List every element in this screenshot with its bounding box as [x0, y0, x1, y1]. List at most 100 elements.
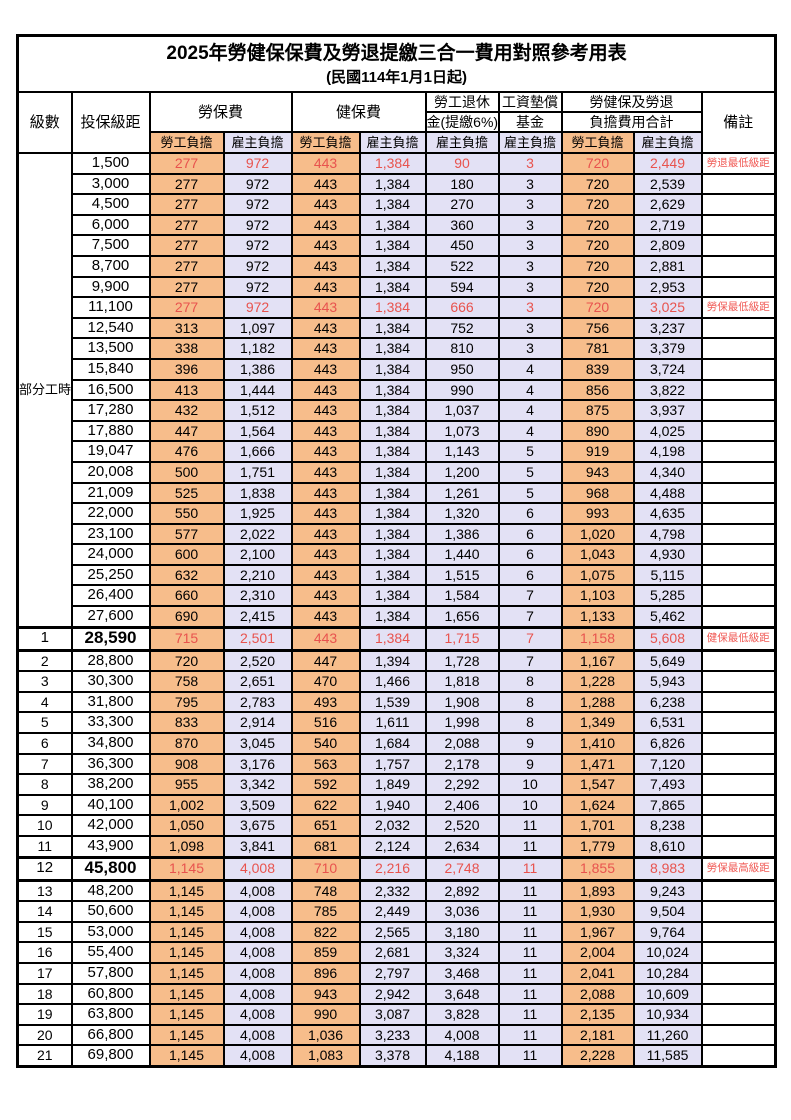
cell-li-employer: 2,914 — [222, 711, 293, 735]
cell-total-employee: 919 — [560, 440, 635, 463]
cell-bracket: 12,540 — [70, 316, 151, 340]
header-level: 級數 — [16, 91, 73, 154]
cell-remark — [700, 584, 777, 608]
cell-li-employer: 4,008 — [222, 961, 293, 985]
cell-remark — [700, 254, 777, 278]
cell-pension-employer: 1,440 — [424, 543, 500, 566]
table-row: 部分工時 1,500 277 972 443 1,384 90 3 720 2,449 勞退最低級距 — [16, 151, 777, 629]
cell-total-employee: 1,967 — [560, 920, 635, 944]
cell-li-employer: 3,045 — [222, 732, 293, 755]
cell-li-employee: 660 — [148, 584, 225, 608]
cell-total-employer: 2,629 — [632, 193, 703, 216]
cell-fund-employer: 7 — [497, 605, 563, 629]
cell-li-employer: 972 — [222, 275, 293, 299]
cell-fund-employer: 5 — [497, 460, 563, 484]
table-row: 13,500 338 1,182 443 1,384 810 3 781 3,379 — [18, 337, 777, 360]
cell-remark — [700, 752, 777, 776]
cell-li-employer: 2,651 — [222, 670, 293, 693]
cell-li-employer: 972 — [222, 193, 293, 216]
cell-li-employee: 550 — [148, 502, 225, 525]
cell-li-employer: 4,008 — [222, 1023, 293, 1047]
cell-li-employee: 277 — [148, 172, 225, 196]
cell-total-employer: 2,953 — [632, 275, 703, 299]
cell-total-employer: 5,943 — [632, 670, 703, 693]
cell-li-employer: 4,008 — [222, 855, 293, 882]
cell-total-employer: 5,462 — [632, 605, 703, 629]
cell-hi-employee: 785 — [290, 900, 361, 923]
cell-total-employee: 720 — [560, 152, 635, 175]
cell-total-employee: 1,158 — [560, 625, 635, 652]
cell-total-employer: 4,340 — [632, 460, 703, 484]
cell-li-employee: 277 — [148, 213, 225, 237]
cell-bracket: 53,000 — [70, 920, 151, 944]
table-row: 6,000 277 972 443 1,384 360 3 720 2,719 — [18, 213, 777, 237]
cell-remark — [700, 900, 777, 923]
table-row: 19,047 476 1,666 443 1,384 1,143 5 919 4,198 — [18, 440, 777, 463]
cell-bracket: 22,000 — [70, 502, 151, 525]
cell-pension-employer: 2,178 — [424, 752, 500, 776]
cell-bracket: 7,500 — [70, 234, 151, 257]
cell-total-employer: 10,024 — [632, 941, 703, 964]
cell-fund-employer: 4 — [497, 357, 563, 381]
cell-bracket: 28,800 — [70, 649, 151, 673]
cell-total-employee: 968 — [560, 481, 635, 505]
cell-fund-employer: 4 — [497, 419, 563, 443]
cell-hi-employer: 1,384 — [358, 399, 427, 422]
cell-li-employer: 1,512 — [222, 399, 293, 422]
cell-fund-employer: 11 — [497, 961, 563, 985]
cell-hi-employee: 443 — [290, 419, 361, 443]
table-row: 26,400 660 2,310 443 1,384 1,584 7 1,103 5,285 — [18, 584, 777, 608]
cell-pension-employer: 1,320 — [424, 502, 500, 525]
cell-total-employer: 9,243 — [632, 879, 703, 903]
cell-li-employer: 4,008 — [222, 982, 293, 1006]
cell-hi-employer: 2,942 — [358, 982, 427, 1006]
cell-hi-employer: 1,611 — [358, 711, 427, 735]
cell-pension-employer: 1,261 — [424, 481, 500, 505]
table-row: 19 63,800 1,145 4,008 990 3,087 3,828 11 2,135 10… — [16, 1003, 777, 1026]
table-row: 4 31,800 795 2,783 493 1,539 1,908 8 1,288 6,238 — [16, 690, 777, 714]
cell-pension-employer: 1,515 — [424, 563, 500, 587]
header-total-line1: 勞健保及勞退 — [560, 91, 703, 113]
table-row: 6 34,800 870 3,045 540 1,684 2,088 9 1,410 6,826 — [16, 732, 777, 755]
cell-hi-employee: 822 — [290, 920, 361, 944]
header-total-line2: 負擔費用合計 — [560, 111, 703, 133]
cell-li-employee: 955 — [148, 773, 225, 796]
table-row: 25,250 632 2,210 443 1,384 1,515 6 1,075 5,115 — [18, 563, 777, 587]
cell-bracket: 4,500 — [70, 193, 151, 216]
cell-li-employer: 972 — [222, 152, 293, 175]
cell-fund-employer: 5 — [497, 481, 563, 505]
cell-level: 18 — [16, 982, 73, 1006]
cell-bracket: 43,900 — [70, 834, 151, 859]
title-cell: 2025年勞健保保費及勞退提繳三合一費用對照參考用表 (民國114年1月1日起) — [16, 34, 777, 93]
cell-li-employee: 600 — [148, 543, 225, 566]
cell-hi-employer: 2,032 — [358, 814, 427, 837]
cell-bracket: 30,300 — [70, 670, 151, 693]
cell-hi-employer: 1,384 — [358, 275, 427, 299]
cell-total-employee: 856 — [560, 378, 635, 402]
cell-fund-employer: 7 — [497, 584, 563, 608]
cell-total-employee: 1,133 — [560, 605, 635, 629]
cell-hi-employee: 443 — [290, 357, 361, 381]
table-row: 5 33,300 833 2,914 516 1,611 1,998 8 1,349 6,531 — [16, 711, 777, 735]
cell-total-employer: 3,025 — [632, 296, 703, 319]
cell-total-employer: 4,798 — [632, 522, 703, 546]
cell-total-employee: 1,547 — [560, 773, 635, 796]
table-row: 3,000 277 972 443 1,384 180 3 720 2,539 — [18, 172, 777, 196]
cell-bracket: 63,800 — [70, 1003, 151, 1026]
premium-comparison-table: 2025年勞健保保費及勞退提繳三合一費用對照參考用表 (民國114年1月1日起)… — [16, 34, 778, 1068]
cell-total-employee: 720 — [560, 213, 635, 237]
cell-li-employer: 2,022 — [222, 522, 293, 546]
cell-bracket: 69,800 — [70, 1044, 151, 1068]
cell-total-employer: 4,635 — [632, 502, 703, 525]
cell-hi-employer: 2,216 — [358, 855, 427, 882]
cell-bracket: 50,600 — [70, 900, 151, 923]
table-row: 11 43,900 1,098 3,841 681 2,124 2,634 11 1,779 8,… — [16, 834, 777, 859]
cell-hi-employee: 443 — [290, 625, 361, 652]
cell-remark — [700, 605, 777, 629]
cell-hi-employee: 443 — [290, 605, 361, 629]
table-row: 3 30,300 758 2,651 470 1,466 1,818 8 1,228 5,943 — [16, 670, 777, 693]
cell-total-employer: 8,983 — [632, 855, 703, 882]
cell-level: 8 — [16, 773, 73, 796]
part-time-cell: 部分工時 — [16, 151, 73, 629]
cell-bracket: 27,600 — [70, 605, 151, 629]
